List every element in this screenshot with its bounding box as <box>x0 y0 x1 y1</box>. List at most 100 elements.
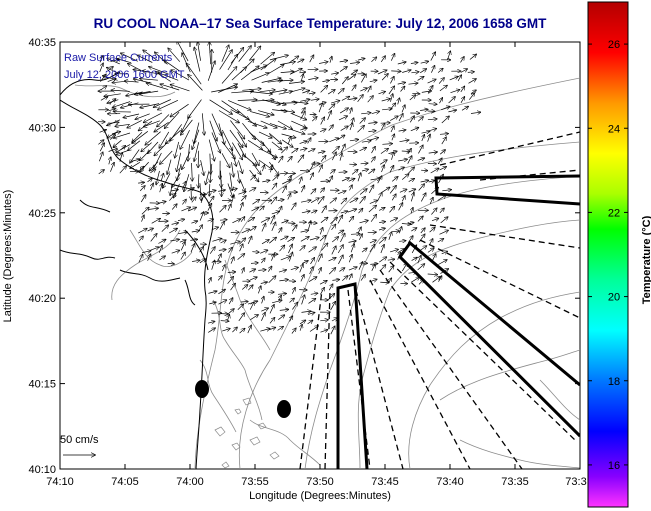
current-vector <box>99 63 104 73</box>
current-vector <box>191 184 192 200</box>
current-vector <box>221 129 232 150</box>
current-vector <box>301 186 304 193</box>
current-vector <box>270 216 275 225</box>
y-axis-title: Latitude (Degrees:Minutes) <box>2 190 14 323</box>
current-vector <box>378 228 385 230</box>
current-vector <box>165 111 180 128</box>
current-vector <box>431 66 434 73</box>
current-vector <box>380 245 384 254</box>
current-vector <box>230 283 236 291</box>
current-vector <box>151 183 154 191</box>
current-vector <box>439 85 447 92</box>
current-vector <box>330 57 332 63</box>
current-vector <box>128 64 141 71</box>
current-vector <box>348 241 357 243</box>
current-vector <box>141 207 149 215</box>
current-vector <box>380 149 388 154</box>
current-vector <box>441 137 446 145</box>
current-vector <box>230 241 240 245</box>
current-vector <box>391 126 394 133</box>
current-vector <box>200 160 204 175</box>
current-vector <box>209 120 217 141</box>
current-vector <box>259 206 265 211</box>
current-vector <box>468 79 477 84</box>
current-vector <box>190 244 195 253</box>
current-vector <box>209 302 216 304</box>
survey-transects <box>336 174 580 469</box>
current-vector <box>249 91 272 95</box>
y-tick-label: 40:20 <box>28 293 56 305</box>
current-vector <box>391 231 399 232</box>
current-vector <box>421 91 432 93</box>
current-vector <box>280 72 294 73</box>
current-vector <box>427 248 434 253</box>
current-vector <box>380 56 385 63</box>
current-vector <box>410 63 418 64</box>
current-vector <box>299 246 305 251</box>
current-vector <box>351 170 358 175</box>
y-tick-label: 40:10 <box>28 464 56 476</box>
current-vector <box>320 288 324 295</box>
current-vector <box>142 215 145 222</box>
current-vector <box>367 232 376 233</box>
current-vector <box>348 267 357 271</box>
current-vector <box>289 176 292 182</box>
current-vector <box>412 93 419 94</box>
current-vector <box>407 236 413 243</box>
current-vector <box>237 304 244 311</box>
current-vector <box>428 104 437 105</box>
current-vector <box>378 238 386 244</box>
current-vector <box>237 254 245 260</box>
current-vector <box>192 162 193 181</box>
current-vector <box>389 249 398 252</box>
current-vector <box>128 140 141 151</box>
current-vector <box>192 260 200 261</box>
current-vector <box>138 236 143 242</box>
current-vector <box>350 62 359 63</box>
current-vector <box>277 327 284 331</box>
current-vector <box>260 53 275 65</box>
current-vector <box>121 53 138 62</box>
current-vector <box>211 227 218 230</box>
current-vector <box>232 162 234 177</box>
current-vector <box>411 228 416 231</box>
current-vector <box>329 176 332 183</box>
colorbar-title: Temperature (°C) <box>641 215 651 304</box>
current-vector <box>218 250 226 251</box>
current-vector <box>288 244 292 254</box>
current-vector <box>279 295 282 302</box>
current-vector <box>308 277 317 282</box>
current-vector <box>268 65 284 74</box>
current-vector <box>429 228 435 233</box>
current-vector <box>391 194 396 201</box>
current-vector <box>301 74 303 81</box>
current-vector <box>178 232 187 234</box>
x-tick-label: 73:40 <box>436 476 464 488</box>
current-vector <box>242 268 244 274</box>
current-vector <box>398 167 405 170</box>
current-vector <box>408 167 414 174</box>
current-vector <box>339 61 348 62</box>
current-vector <box>330 302 336 311</box>
current-vector <box>307 320 313 325</box>
current-vector <box>328 125 334 131</box>
current-vector <box>331 73 338 74</box>
current-vector <box>358 209 363 214</box>
current-vector <box>369 244 375 253</box>
current-vector <box>380 123 390 124</box>
current-vector <box>279 228 282 234</box>
station-dot-1 <box>195 380 209 398</box>
current-vector <box>154 152 162 169</box>
current-vector <box>239 203 243 212</box>
current-vector <box>299 141 308 144</box>
current-vector <box>230 109 249 120</box>
current-vector <box>337 230 344 233</box>
current-vector <box>300 171 309 172</box>
current-vector <box>291 113 307 120</box>
current-vector <box>370 157 375 163</box>
current-vector <box>417 158 425 161</box>
current-vector <box>242 89 261 91</box>
station-markers <box>195 380 291 418</box>
current-vector <box>249 188 255 192</box>
current-vector <box>450 90 460 94</box>
